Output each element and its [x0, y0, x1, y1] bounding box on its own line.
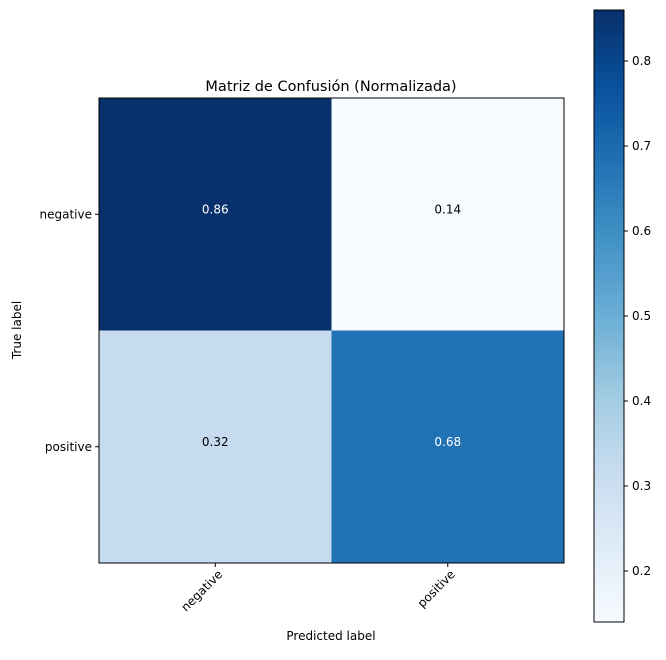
chart-title: Matriz de Confusión (Normalizada) — [205, 79, 456, 95]
x-axis-ticks: negative positive — [178, 563, 458, 614]
y-axis-ticks: negative positive — [40, 207, 99, 454]
cell-value-label: 0.32 — [202, 435, 229, 449]
heatmap-cell — [331, 330, 565, 564]
cell-value-label: 0.68 — [434, 435, 461, 449]
heatmap-cell — [99, 330, 332, 564]
colorbar-tick-label: 0.3 — [632, 479, 651, 493]
y-tick-label: positive — [45, 440, 92, 454]
colorbar-tick-label: 0.6 — [632, 224, 651, 238]
y-tick-label: negative — [40, 207, 92, 221]
colorbar-tick-label: 0.2 — [632, 564, 651, 578]
x-tick-label: negative — [178, 567, 225, 614]
heatmap-frame — [98, 97, 565, 564]
colorbar-tick-label: 0.8 — [632, 54, 651, 68]
heatmap-cell — [331, 98, 565, 331]
colorbar-ticks: 0.2 0.3 0.4 0.5 0.6 0.7 0.8 — [624, 54, 651, 578]
x-axis-label: Predicted label — [286, 629, 375, 643]
colorbar-tick-label: 0.7 — [632, 139, 651, 153]
y-axis-label: True label — [10, 301, 24, 360]
cell-value-labels: 0.86 0.14 0.32 0.68 — [202, 202, 461, 449]
colorbar — [593, 9, 625, 623]
heatmap-cell — [99, 98, 332, 331]
colorbar-tick-label: 0.5 — [632, 309, 651, 323]
colorbar-tick-label: 0.4 — [632, 394, 651, 408]
heatmap-cells — [99, 98, 565, 564]
x-tick-label: positive — [415, 567, 458, 610]
cell-value-label: 0.14 — [434, 202, 461, 216]
cell-value-label: 0.86 — [202, 202, 229, 216]
